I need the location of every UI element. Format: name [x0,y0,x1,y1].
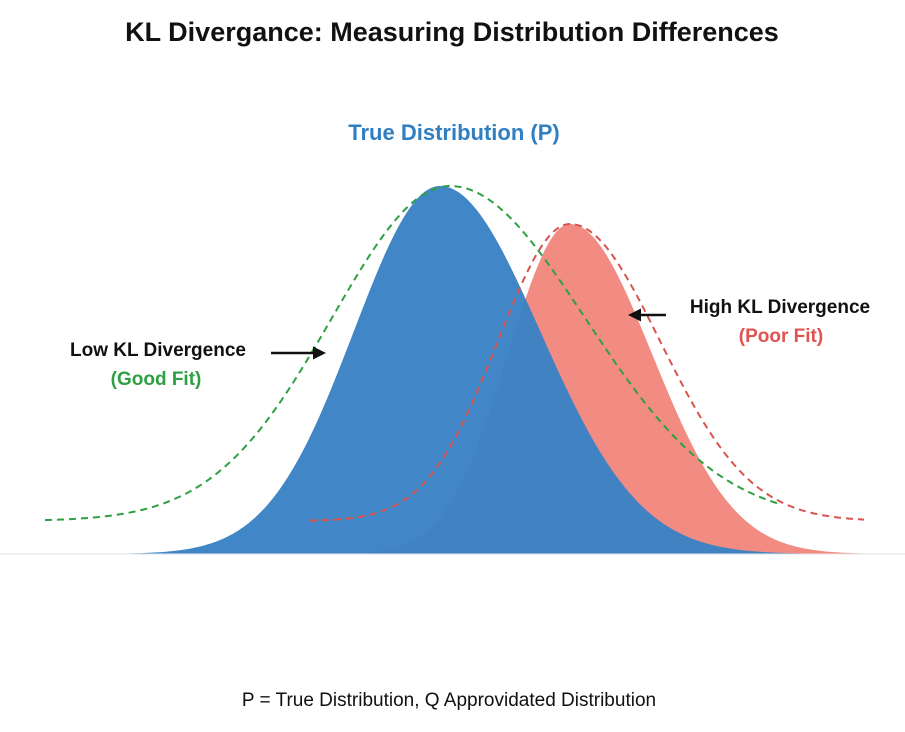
poor-fit-distribution-curve [309,222,865,522]
true-distribution-area [0,186,904,554]
true-distribution-label: True Distribution (P) [348,120,559,145]
low-kl-label: Low KL Divergence [70,340,246,361]
diagram-title: KL Divergance: Measuring Distribution Di… [125,17,779,47]
arrow-right-icon [271,346,326,360]
poor-fit-distribution-area [0,224,904,554]
high-kl-label: High KL Divergence [690,297,870,318]
good-fit-label: (Good Fit) [111,369,202,390]
good-fit-distribution-curve [44,185,780,522]
arrow-left-icon [628,308,666,322]
legend-footnote: P = True Distribution, Q Approvidated Di… [242,690,656,711]
poor-fit-label: (Poor Fit) [739,326,823,347]
